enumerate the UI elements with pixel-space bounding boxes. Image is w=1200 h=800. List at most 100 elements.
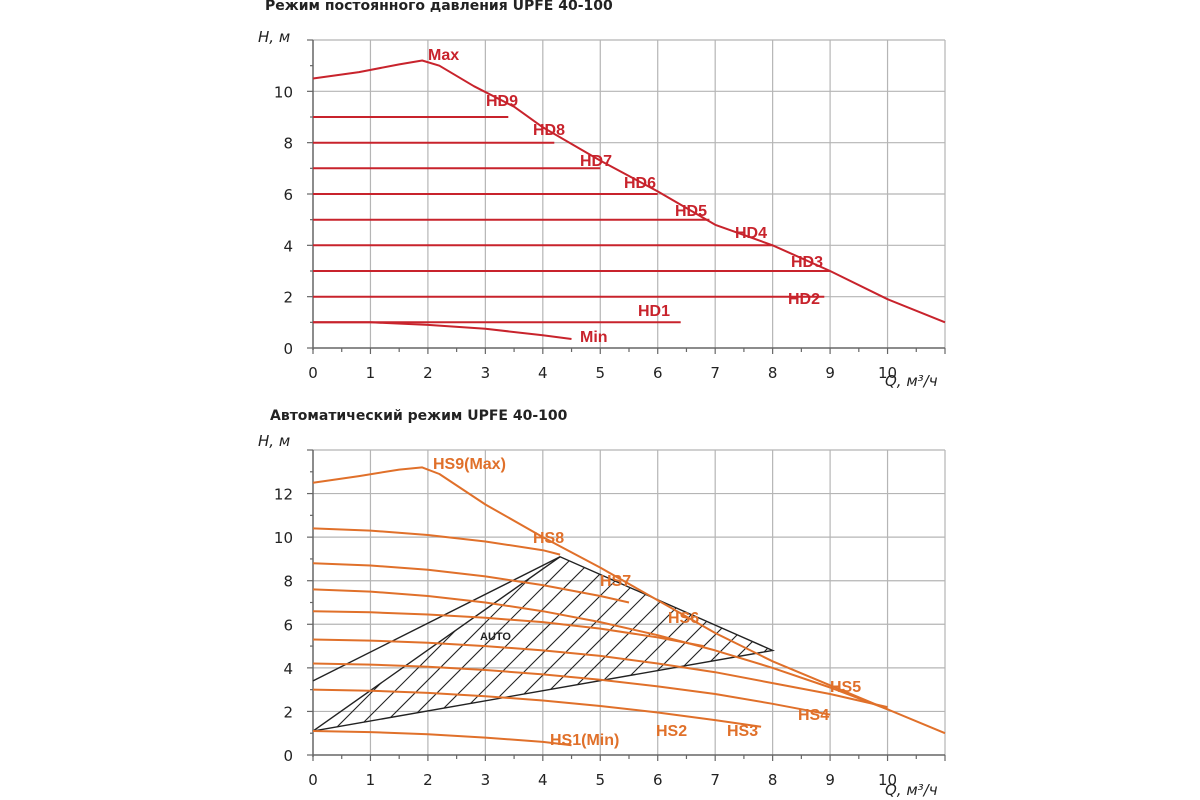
hatch-line (506, 556, 773, 732)
series-label-hd1: HD1 (638, 303, 670, 320)
series-hs1-min (312, 730, 572, 747)
chart2-xlabel: Q, м³/ч (885, 781, 938, 799)
chart2-ylabel: H, м (258, 432, 290, 450)
hatch-line (682, 556, 773, 732)
hatch-line (0, 435, 233, 755)
chart1-axes (307, 39, 946, 354)
x-tick-label: 4 (538, 771, 548, 789)
series-label-hd7: HD7 (580, 153, 612, 170)
y-tick-label: 8 (283, 573, 293, 591)
x-tick-label: 0 (308, 364, 318, 382)
series-label-hs3: HS3 (727, 723, 758, 740)
x-tick-label: 10 (878, 364, 897, 382)
series-hs4 (312, 662, 831, 716)
hatch-line (313, 556, 388, 732)
hatch-line (462, 556, 773, 732)
hatch-line (881, 435, 1200, 755)
hatch-line (313, 556, 344, 732)
x-tick-label: 7 (710, 364, 720, 382)
chart2-title: Автоматический режим UPFE 40-100 (270, 408, 568, 424)
y-tick-label: 2 (283, 289, 293, 307)
hatch-line (0, 435, 299, 755)
x-tick-label: 1 (366, 364, 376, 382)
automatic-mode-chart: Автоматический режим UPFE 40-100 H, м Q,… (0, 408, 1200, 799)
x-tick-label: 6 (653, 364, 663, 382)
hatch-line (616, 556, 773, 732)
y-tick-label: 8 (283, 135, 293, 153)
series-label-hd5: HD5 (675, 203, 707, 220)
series-label-hd8: HD8 (533, 122, 565, 139)
hatch-line (396, 556, 718, 732)
hatch-line (815, 435, 1135, 755)
x-tick-label: 8 (768, 364, 778, 382)
chart1-xlabel: Q, м³/ч (885, 372, 938, 390)
y-tick-label: 4 (283, 660, 293, 678)
series-label-hs6: HS6 (668, 610, 699, 627)
auto-upper-edge (312, 556, 561, 682)
chart2-axes (307, 449, 946, 761)
series-label-hs4: HS4 (798, 707, 829, 724)
hatch-line (313, 556, 322, 732)
hatch-line (748, 556, 773, 732)
hatch-line (313, 556, 410, 732)
x-tick-label: 2 (423, 364, 433, 382)
y-tick-label: 0 (283, 340, 293, 358)
y-tick-label: 0 (283, 747, 293, 765)
x-tick-label: 7 (710, 771, 720, 789)
x-tick-label: 9 (825, 364, 835, 382)
x-tick-label: 8 (768, 771, 778, 789)
x-tick-label: 5 (595, 771, 605, 789)
series-hs9-max (312, 466, 946, 735)
y-tick-label: 4 (283, 237, 293, 255)
hatch-line (859, 435, 1179, 755)
chart1-ylabel: H, м (258, 28, 290, 46)
y-tick-label: 10 (274, 83, 293, 101)
series-label-hs5: HS5 (830, 679, 861, 696)
series-label-hs7: HS7 (600, 573, 631, 590)
series-label-hd3: HD3 (791, 254, 823, 271)
hatch-line (0, 435, 277, 755)
hatch-line (313, 556, 542, 732)
series-label-hd2: HD2 (788, 291, 820, 308)
x-tick-label: 0 (308, 771, 318, 789)
y-tick-label: 6 (283, 616, 293, 634)
series-max (312, 59, 946, 324)
series-hs5 (312, 638, 888, 709)
x-tick-label: 6 (653, 771, 663, 789)
series-label-hs1-min: HS1(Min) (550, 732, 619, 749)
hatch-line (704, 556, 773, 732)
x-tick-label: 5 (595, 364, 605, 382)
x-tick-label: 1 (366, 771, 376, 789)
hatch-line (313, 556, 630, 732)
hatch-line (572, 556, 773, 732)
chart1-title: Режим постоянного давления UPFE 40-100 (265, 0, 613, 14)
series-label-hd4: HD4 (735, 225, 767, 242)
series-hs6 (312, 610, 704, 648)
auto-label: AUTO (480, 631, 511, 643)
hatch-line (903, 435, 1200, 755)
series-label-hs9-max: HS9(Max) (433, 456, 506, 473)
chart1-ticks: 0 1 2 3 4 5 6 7 8 9 10 0 2 4 6 8 10 (274, 83, 897, 382)
series-label-hs8: HS8 (533, 530, 564, 547)
hatch-line (374, 556, 696, 732)
chart1-series (312, 59, 946, 340)
y-tick-label: 10 (274, 529, 293, 547)
series-label-hd9: HD9 (486, 93, 518, 110)
series-label-min: Min (580, 329, 608, 346)
hatch-line (0, 435, 255, 755)
series-hs2 (312, 588, 888, 711)
x-tick-label: 4 (538, 364, 548, 382)
hatch-line (594, 556, 773, 732)
x-tick-label: 3 (481, 364, 491, 382)
hatch-line (418, 556, 740, 732)
x-tick-label: 2 (423, 771, 433, 789)
hatch-line (313, 556, 432, 732)
x-tick-label: 10 (878, 771, 897, 789)
series-label-max: Max (428, 47, 459, 64)
y-tick-label: 12 (274, 486, 293, 504)
series-hs8 (312, 527, 561, 556)
series-hs3 (312, 688, 762, 728)
